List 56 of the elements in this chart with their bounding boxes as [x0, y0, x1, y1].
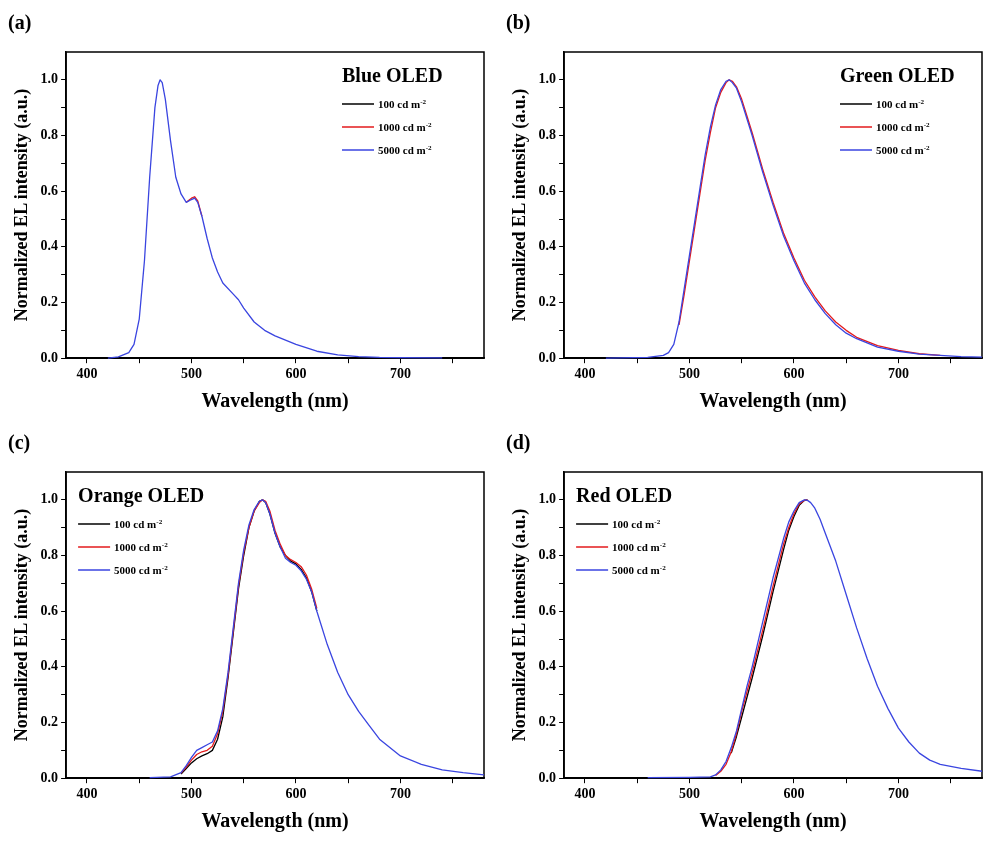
- x-tick-label: 700: [887, 366, 909, 382]
- chart-title: (d): [506, 431, 531, 455]
- x-tick-label: 400: [574, 786, 596, 802]
- x-tick-label: 700: [389, 786, 411, 802]
- legend-title: Orange OLED: [78, 484, 205, 507]
- x-tick-label: 400: [76, 366, 98, 382]
- chart-title: (c): [8, 431, 31, 455]
- x-tick-label: 600: [783, 786, 805, 802]
- x-axis-title: Wavelength (nm): [699, 389, 847, 413]
- y-tick-label: 0.0: [40, 349, 59, 365]
- y-tick-label: 0.8: [40, 127, 59, 143]
- y-tick-label: 0.4: [40, 238, 59, 254]
- x-tick-label: 400: [76, 786, 98, 802]
- y-tick-label: 1.0: [40, 491, 59, 507]
- x-tick-label: 500: [678, 786, 700, 802]
- y-tick-label: 0.6: [538, 182, 557, 198]
- y-axis-title: Normalized EL intensity (a.u.): [509, 508, 531, 742]
- y-tick-label: 0.2: [40, 294, 59, 310]
- x-tick-label: 500: [180, 786, 202, 802]
- y-tick-label: 0.0: [538, 349, 557, 365]
- legend-title: Red OLED: [576, 484, 673, 506]
- x-axis-title: Wavelength (nm): [201, 389, 349, 413]
- y-tick-label: 0.4: [40, 658, 59, 674]
- y-tick-label: 0.6: [538, 602, 557, 618]
- y-axis-title: Normalized EL intensity (a.u.): [11, 508, 33, 742]
- x-tick-label: 700: [389, 366, 411, 382]
- y-tick-label: 0.0: [538, 769, 557, 785]
- y-tick-label: 1.0: [40, 71, 59, 87]
- y-tick-label: 1.0: [538, 71, 557, 87]
- x-axis-title: Wavelength (nm): [699, 809, 847, 833]
- x-tick-label: 400: [574, 366, 596, 382]
- legend-title: Blue OLED: [342, 64, 443, 86]
- y-axis-title: Normalized EL intensity (a.u.): [509, 88, 531, 322]
- y-tick-label: 0.8: [538, 547, 557, 563]
- y-tick-label: 0.2: [538, 294, 557, 310]
- chart-title: (b): [506, 11, 531, 35]
- y-axis-title: Normalized EL intensity (a.u.): [11, 88, 33, 322]
- y-tick-label: 0.6: [40, 182, 59, 198]
- y-tick-label: 0.8: [538, 127, 557, 143]
- x-tick-label: 500: [180, 366, 202, 382]
- x-axis-title: Wavelength (nm): [201, 809, 349, 833]
- x-tick-label: 500: [678, 366, 700, 382]
- x-tick-label: 700: [887, 786, 909, 802]
- y-tick-label: 0.0: [40, 769, 59, 785]
- x-tick-label: 600: [285, 366, 307, 382]
- y-tick-label: 0.6: [40, 602, 59, 618]
- x-tick-label: 600: [285, 786, 307, 802]
- x-tick-label: 600: [783, 366, 805, 382]
- y-tick-label: 1.0: [538, 491, 557, 507]
- y-tick-label: 0.4: [538, 238, 557, 254]
- y-tick-label: 0.4: [538, 658, 557, 674]
- y-tick-label: 0.2: [40, 714, 59, 730]
- chart-title: (a): [8, 11, 32, 35]
- legend-title: Green OLED: [840, 64, 955, 86]
- y-tick-label: 0.2: [538, 714, 557, 730]
- y-tick-label: 0.8: [40, 547, 59, 563]
